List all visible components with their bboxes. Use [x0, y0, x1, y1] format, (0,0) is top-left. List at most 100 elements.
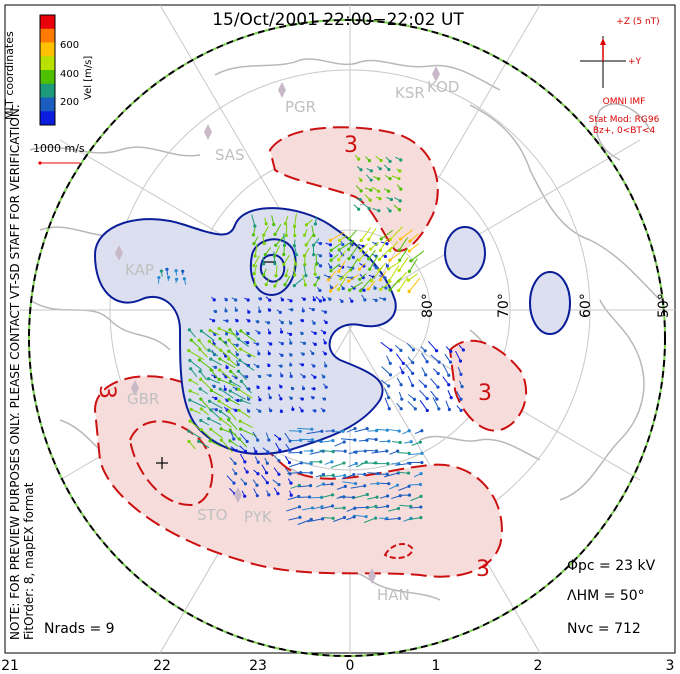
velocity-vector-origin: [357, 267, 362, 271]
velocity-vector-origin: [198, 347, 202, 351]
velocity-vector: [319, 474, 334, 477]
fit-order-note: FitOrder: 8, mapEX format: [22, 482, 36, 640]
velocity-vector-origin: [280, 374, 284, 378]
velocity-vector-origin: [228, 379, 233, 383]
negative-cell-east-1: [444, 226, 486, 280]
speed-reference-arrow: [38, 161, 80, 165]
velocity-vector: [398, 237, 408, 251]
velocity-vector: [349, 281, 363, 291]
imf-vector-head: [600, 38, 606, 45]
velocity-vector: [228, 419, 238, 431]
velocity-vector: [220, 349, 231, 359]
velocity-vector-origin: [237, 408, 241, 412]
station-label-pyk: PYK: [244, 508, 273, 526]
velocity-vector-origin: [301, 352, 305, 356]
velocity-vector-origin: [420, 451, 424, 456]
velocity-vector: [219, 369, 231, 380]
velocity-vector-origin: [388, 258, 392, 262]
velocity-vector-origin: [342, 506, 346, 510]
map-frame: [4, 4, 676, 654]
velocity-vector-origin: [318, 254, 323, 258]
velocity-vector-origin: [374, 504, 378, 508]
velocity-vector-origin: [367, 257, 371, 261]
velocity-vector-origin: [313, 375, 317, 379]
velocity-vector-origin: [397, 208, 402, 212]
velocity-vector: [238, 338, 250, 347]
velocity-vector-origin: [277, 483, 281, 487]
velocity-vector-origin: [385, 428, 389, 432]
velocity-vector-origin: [236, 337, 241, 341]
velocity-vector: [284, 275, 291, 285]
negative-cells: [93, 207, 571, 455]
velocity-vector-origin: [292, 273, 297, 277]
velocity-vector-origin: [347, 288, 352, 292]
velocity-vector: [221, 439, 233, 453]
velocity-vector-origin: [395, 483, 400, 487]
velocity-vector-origin: [225, 365, 229, 370]
velocity-vector-origin: [239, 379, 244, 383]
velocity-vector: [273, 245, 281, 257]
velocity-vector-origin: [212, 319, 216, 323]
velocity-vector: [238, 388, 253, 399]
velocity-vector-origin: [407, 289, 411, 294]
latitude-label-70: 70°: [496, 293, 512, 318]
velocity-vector-origin: [280, 321, 284, 325]
velocity-vector-origin: [400, 397, 404, 401]
velocity-vector-origin: [347, 237, 351, 241]
velocity-vector-origin: [238, 419, 242, 423]
velocity-vector-origin: [329, 286, 334, 290]
velocity-vector: [369, 255, 379, 270]
velocity-vector-origin: [188, 398, 192, 402]
velocity-vector-origin: [237, 387, 241, 391]
velocity-vector-origin: [411, 348, 416, 352]
velocity-vector-origin: [459, 372, 463, 376]
velocity-vector: [210, 428, 223, 439]
positive-cell-inner: [128, 420, 214, 507]
velocity-vector-origin: [388, 237, 392, 241]
velocity-vector-origin: [418, 482, 423, 487]
velocity-vector-origin: [328, 289, 333, 293]
velocity-vector-origin: [419, 516, 423, 520]
velocity-vector-origin: [214, 408, 218, 412]
velocity-vector-origin: [224, 298, 228, 302]
velocity-vector: [306, 430, 322, 435]
velocity-vector-origin: [267, 352, 271, 356]
positive-cell-north: [268, 126, 439, 252]
velocity-vector-origin: [219, 438, 224, 442]
velocity-vector-origin: [408, 239, 412, 243]
colorbar-tick-600: 600: [60, 40, 79, 51]
velocity-vector-origin: [277, 458, 281, 463]
velocity-vector-origin: [238, 358, 242, 362]
station-labels: PGR KSR KOD SAS KAP GBR STO PYK HAN: [125, 78, 459, 604]
velocity-vector-origin: [269, 342, 273, 346]
velocity-vector-origin: [288, 332, 293, 336]
velocity-vector: [379, 246, 393, 260]
velocity-vector: [427, 340, 437, 352]
velocity-vector-origin: [323, 341, 327, 345]
velocity-vector-origin: [234, 448, 238, 453]
velocity-vector-origin: [236, 369, 241, 373]
velocity-vector-origin: [337, 269, 341, 273]
velocity-vector-origin: [354, 461, 358, 466]
velocity-vector: [309, 450, 324, 455]
velocity-vector-origin: [228, 439, 232, 443]
velocity-vector: [339, 496, 354, 498]
velocity-vector-origin: [235, 319, 239, 323]
velocity-vector-origin: [284, 273, 288, 278]
station-marker-gbr: [131, 380, 139, 396]
velocity-vector-origin: [359, 238, 363, 243]
velocity-vector: [352, 494, 368, 499]
velocity-vector-origin: [223, 387, 227, 391]
velocity-vector-origin: [209, 408, 213, 412]
velocity-vector-origin: [447, 407, 451, 412]
velocity-vector: [348, 240, 355, 250]
velocity-vector-origin: [347, 257, 351, 261]
velocity-vector-origin: [256, 438, 260, 442]
velocity-vector-origin: [375, 495, 379, 499]
station-marker-kap: [115, 245, 123, 261]
velocity-vector-origin: [409, 440, 413, 444]
velocity-vector-origin: [254, 450, 258, 454]
colorbar-segment: [40, 83, 55, 98]
velocity-vector-origin: [310, 427, 314, 431]
velocity-vector-origin: [267, 363, 271, 368]
